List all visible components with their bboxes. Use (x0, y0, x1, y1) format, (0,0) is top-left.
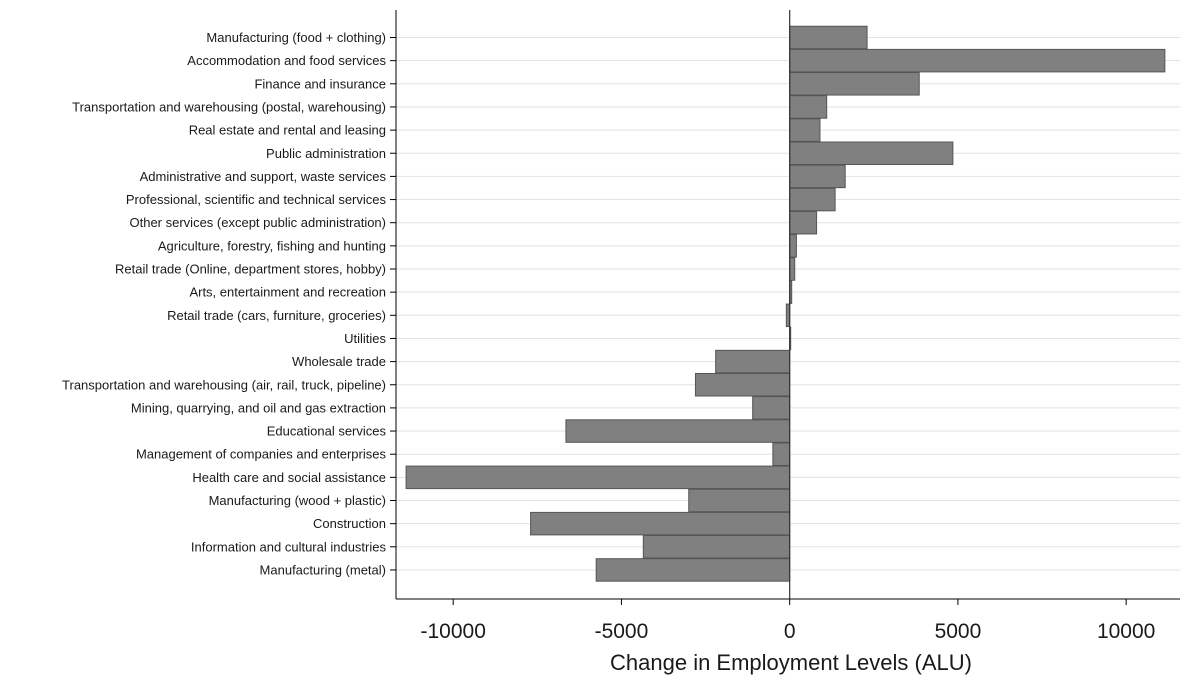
bar (565, 419, 791, 443)
category-label: Construction (313, 516, 386, 531)
bar (789, 118, 821, 142)
bar (789, 95, 828, 119)
x-axis-title: Change in Employment Levels (ALU) (610, 650, 972, 675)
category-label: Agriculture, forestry, fishing and hunti… (158, 238, 386, 253)
bar (688, 488, 791, 513)
x-tick-labels: -10000 -5000 0 5000 10000 (421, 620, 1156, 643)
category-label: Professional, scientific and technical s… (126, 192, 387, 207)
category-label: Manufacturing (food + clothing) (206, 30, 386, 45)
category-label: Educational services (267, 424, 387, 439)
category-label: Manufacturing (wood + plastic) (209, 493, 386, 508)
bar (595, 558, 791, 582)
bar (642, 535, 791, 559)
category-label: Retail trade (Online, department stores,… (115, 262, 386, 277)
bar (789, 257, 796, 281)
x-tick-label: 10000 (1097, 620, 1155, 643)
bar (789, 187, 836, 212)
category-label: Administrative and support, waste servic… (140, 169, 387, 184)
bar (789, 48, 1166, 73)
x-tick-label: 0 (784, 620, 796, 643)
category-label: Mining, quarrying, and oil and gas extra… (131, 400, 386, 415)
category-label: Other services (except public administra… (130, 215, 387, 230)
category-label: Real estate and rental and leasing (189, 123, 386, 138)
category-label: Arts, entertainment and recreation (189, 285, 386, 300)
bar (405, 465, 791, 490)
x-tick-label: 5000 (935, 620, 982, 643)
category-label: Public administration (266, 146, 386, 161)
category-label: Information and cultural industries (191, 539, 387, 554)
bar (789, 234, 797, 258)
x-tick-label: -5000 (595, 620, 649, 643)
category-labels: Manufacturing (food + clothing) Accommoda… (62, 30, 386, 577)
category-label: Management of companies and enterprises (136, 447, 387, 462)
category-label: Accommodation and food services (187, 53, 386, 68)
category-label: Health care and social assistance (192, 470, 386, 485)
bar (715, 349, 791, 374)
x-tick-label: -10000 (421, 620, 486, 643)
bar (530, 511, 791, 536)
bar (752, 396, 791, 420)
bar (789, 141, 954, 165)
bar (789, 164, 846, 189)
category-label: Transportation and warehousing (postal, … (72, 99, 386, 114)
category-label: Retail trade (cars, furniture, groceries… (167, 308, 386, 323)
category-label: Manufacturing (metal) (260, 562, 386, 577)
bars (405, 25, 1166, 582)
axes (390, 10, 1180, 605)
bar (789, 210, 818, 235)
bar (789, 72, 920, 96)
bar (694, 373, 791, 397)
bar (772, 442, 791, 466)
category-label: Finance and insurance (254, 76, 386, 91)
category-label: Wholesale trade (292, 354, 386, 369)
category-label: Utilities (344, 331, 386, 346)
category-label: Transportation and warehousing (air, rai… (62, 377, 386, 392)
bar (789, 25, 868, 50)
